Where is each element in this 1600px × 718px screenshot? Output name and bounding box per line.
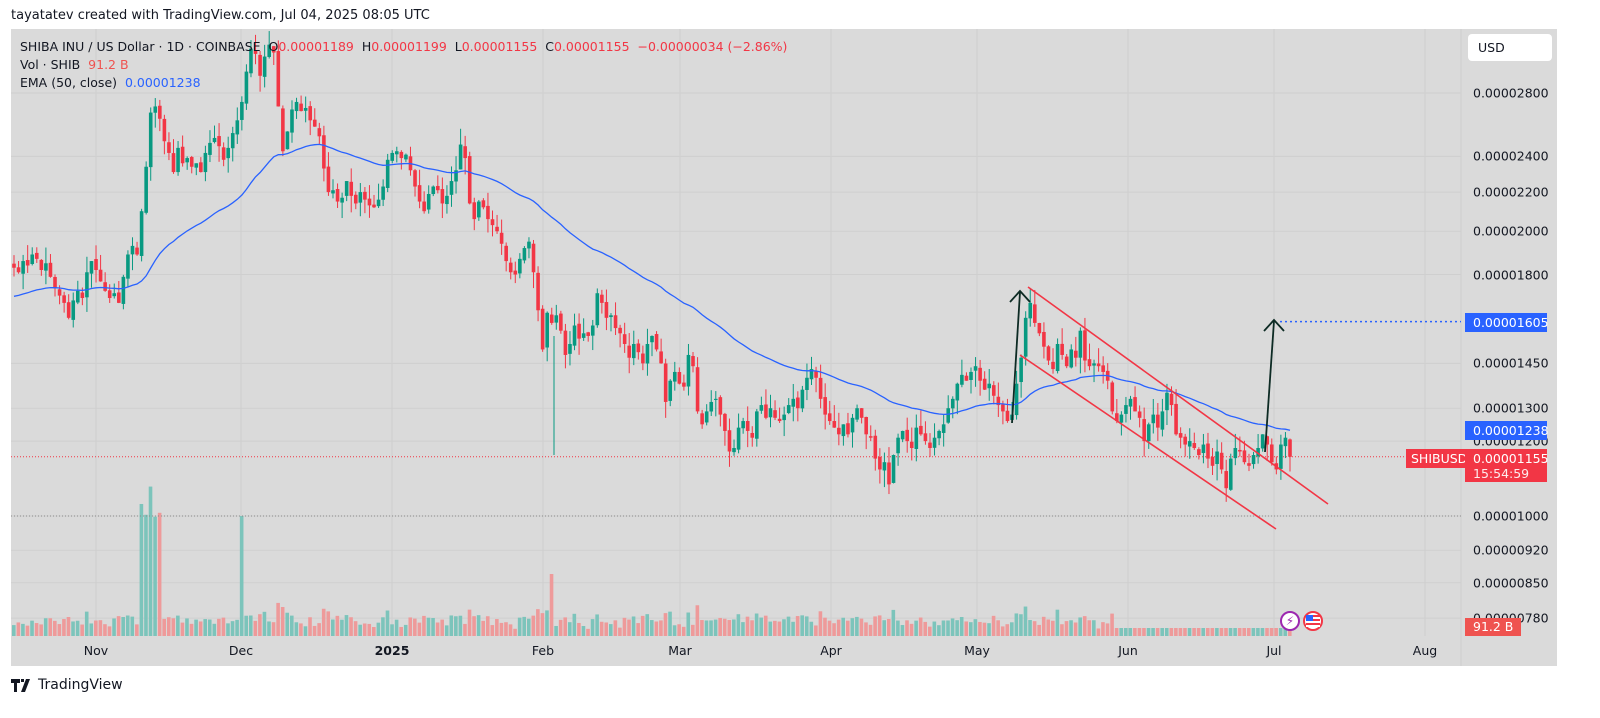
time-tick: 2025 — [374, 643, 410, 658]
close-label: C — [545, 39, 554, 54]
volume-value: 91.2 B — [88, 57, 129, 72]
price-tick: 0.00000920 — [1473, 542, 1549, 558]
time-tick: Mar — [668, 643, 692, 658]
symbol-label[interactable]: SHIBA INU / US Dollar · 1D · COINBASE — [20, 39, 261, 54]
price-tick: 0.00001450 — [1473, 355, 1549, 371]
lightning-event-icon[interactable]: ⚡ — [1280, 611, 1300, 631]
open-value: 0.00001189 — [278, 39, 354, 54]
price-tick: 0.00002200 — [1473, 184, 1549, 200]
volume-row[interactable]: Vol · SHIB 91.2 B — [20, 56, 787, 74]
last-price-value: 0.00001155 — [1473, 451, 1549, 466]
ema-label: EMA (50, close) — [20, 75, 118, 90]
time-tick: Nov — [83, 643, 109, 658]
tradingview-brand[interactable]: TradingView — [11, 677, 123, 693]
target-price-tag: 0.00001605 — [1465, 313, 1549, 332]
last-price-tag: 0.00001155 15:54:59 — [1465, 449, 1549, 482]
chart-caption: tayatatev created with TradingView.com, … — [11, 8, 430, 23]
volume-label: Vol · SHIB — [20, 57, 81, 72]
price-tick: 0.00002800 — [1473, 85, 1549, 101]
change-value: −0.00000034 (−2.86%) — [637, 39, 788, 54]
volume-tag: 91.2 B — [1465, 618, 1522, 636]
open-label: O — [268, 39, 279, 54]
high-label: H — [361, 39, 372, 54]
time-tick: Apr — [820, 643, 842, 658]
ohlc-row: SHIBA INU / US Dollar · 1D · COINBASE O0… — [20, 38, 787, 56]
time-tick: Jul — [1266, 643, 1282, 658]
price-tick: 0.00000850 — [1473, 575, 1549, 591]
high-value: 0.00001199 — [371, 39, 447, 54]
tradingview-logo-icon — [11, 678, 30, 692]
ema-row[interactable]: EMA (50, close) 0.00001238 — [20, 74, 787, 92]
price-tick: 0.00002000 — [1473, 223, 1549, 239]
time-tick: Jun — [1118, 643, 1138, 658]
us-flag-event-icon[interactable] — [1303, 611, 1323, 631]
currency-button[interactable]: USD — [1468, 34, 1552, 61]
low-label: L — [454, 39, 462, 54]
time-tick: Aug — [1412, 643, 1438, 658]
price-tick: 0.00001000 — [1473, 508, 1549, 524]
time-tick: Feb — [531, 643, 555, 658]
price-tick: 0.00001300 — [1473, 400, 1549, 416]
chart-panel[interactable] — [11, 29, 1557, 666]
chart-legend: SHIBA INU / US Dollar · 1D · COINBASE O0… — [20, 38, 787, 92]
ema-price-tag: 0.00001238 — [1465, 421, 1549, 440]
low-value: 0.00001155 — [461, 39, 538, 54]
close-value: 0.00001155 — [553, 39, 630, 54]
ema-value: 0.00001238 — [124, 75, 201, 90]
time-tick: May — [964, 643, 990, 658]
symbol-tag: SHIBUSD — [1406, 449, 1473, 468]
countdown-timer: 15:54:59 — [1473, 466, 1530, 481]
brand-label: TradingView — [38, 677, 123, 693]
price-tick: 0.00002400 — [1473, 148, 1549, 164]
time-tick: Dec — [228, 643, 254, 658]
price-tick: 0.00001800 — [1473, 267, 1549, 283]
